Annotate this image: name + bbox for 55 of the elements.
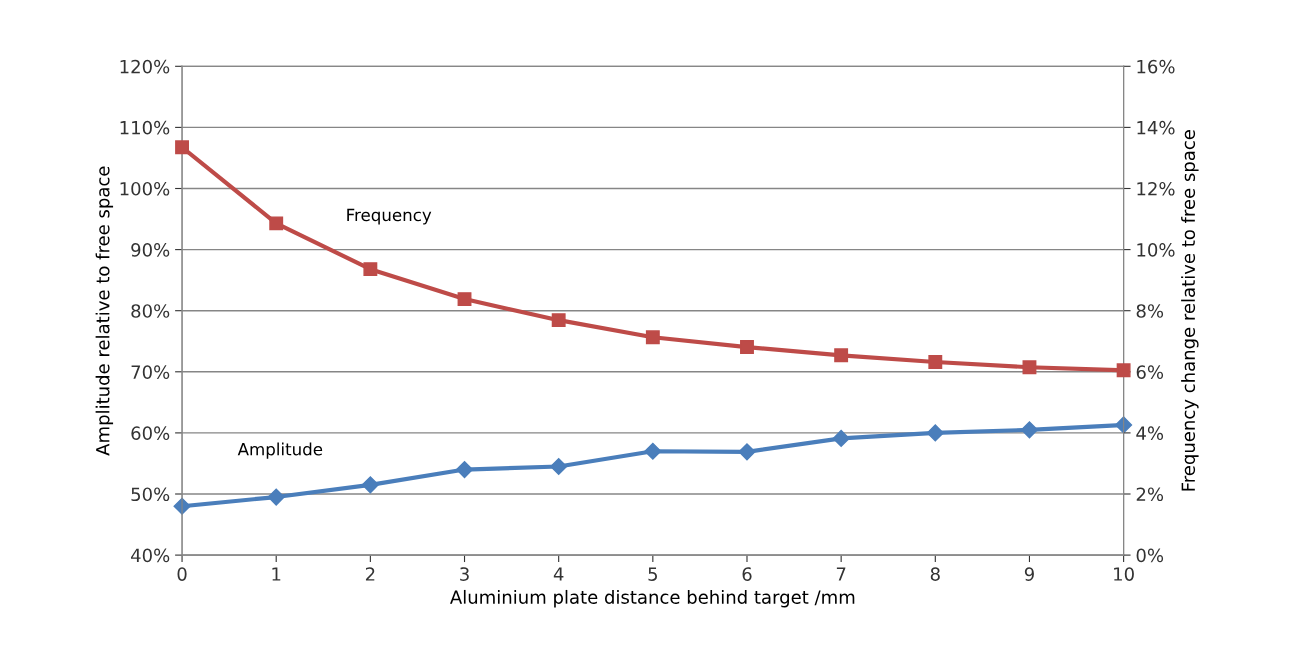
y2-axis-title: Frequency change relative to free space [1181, 130, 1199, 491]
x-tick-label: 5 [648, 567, 657, 581]
y2-tick-label: 4% [1136, 426, 1164, 441]
point [455, 461, 474, 479]
y-axis-title: Amplitude relative to free space [95, 166, 114, 456]
y2-tick-label: 2% [1136, 487, 1164, 502]
y2-tick-label: 16% [1137, 59, 1175, 74]
point [1020, 421, 1039, 439]
point [175, 140, 189, 155]
point [363, 262, 378, 277]
x-tick-label: 3 [460, 567, 469, 581]
point [267, 488, 285, 506]
x-tick-label: 9 [1024, 567, 1034, 581]
point [738, 443, 756, 461]
y2-tick-label: 14% [1137, 120, 1175, 135]
point [644, 442, 662, 460]
x-tick-label: 0 [177, 567, 187, 581]
x-axis-title: Aluminium plate distance behind target /mm [450, 589, 855, 608]
point [1116, 363, 1131, 378]
y-tick-label: 100% [120, 181, 170, 196]
point [269, 216, 284, 231]
y-tick-label: 40% [131, 548, 170, 563]
x-tick-label: 7 [836, 567, 846, 581]
point [832, 429, 850, 447]
y2-tick-label: 12% [1137, 181, 1175, 196]
x-tick-label: 8 [930, 567, 940, 581]
x-tick-label: 1 [272, 567, 281, 581]
point [740, 340, 754, 354]
x-tick-label: 10 [1114, 567, 1134, 581]
point [926, 424, 944, 442]
point [550, 457, 568, 476]
y-tick-label: 70% [131, 365, 170, 379]
y-tick-label: 50% [131, 487, 170, 502]
point [928, 355, 943, 369]
y-tick-label: 90% [131, 243, 170, 257]
series-label: Amplitude [237, 442, 323, 459]
x-tick-label: 6 [742, 567, 752, 581]
y-tick-label: 120% [120, 59, 170, 74]
y2-tick-label: 8% [1136, 304, 1164, 318]
point [1022, 360, 1037, 375]
y2-tick-label: 6% [1136, 365, 1164, 379]
point [834, 348, 849, 363]
series-label: Frequency [347, 208, 432, 225]
point [645, 330, 660, 345]
y2-tick-label: 10% [1137, 243, 1175, 257]
y-tick-label: 60% [131, 426, 170, 441]
point [1115, 416, 1133, 434]
y-tick-label: 110% [120, 120, 170, 135]
point [361, 476, 379, 494]
point [457, 292, 472, 307]
point [551, 313, 566, 328]
x-tick-label: 2 [365, 567, 375, 581]
y-tick-label: 80% [131, 304, 170, 318]
x-tick-label: 4 [553, 567, 564, 581]
y2-tick-label: 0% [1136, 548, 1164, 563]
